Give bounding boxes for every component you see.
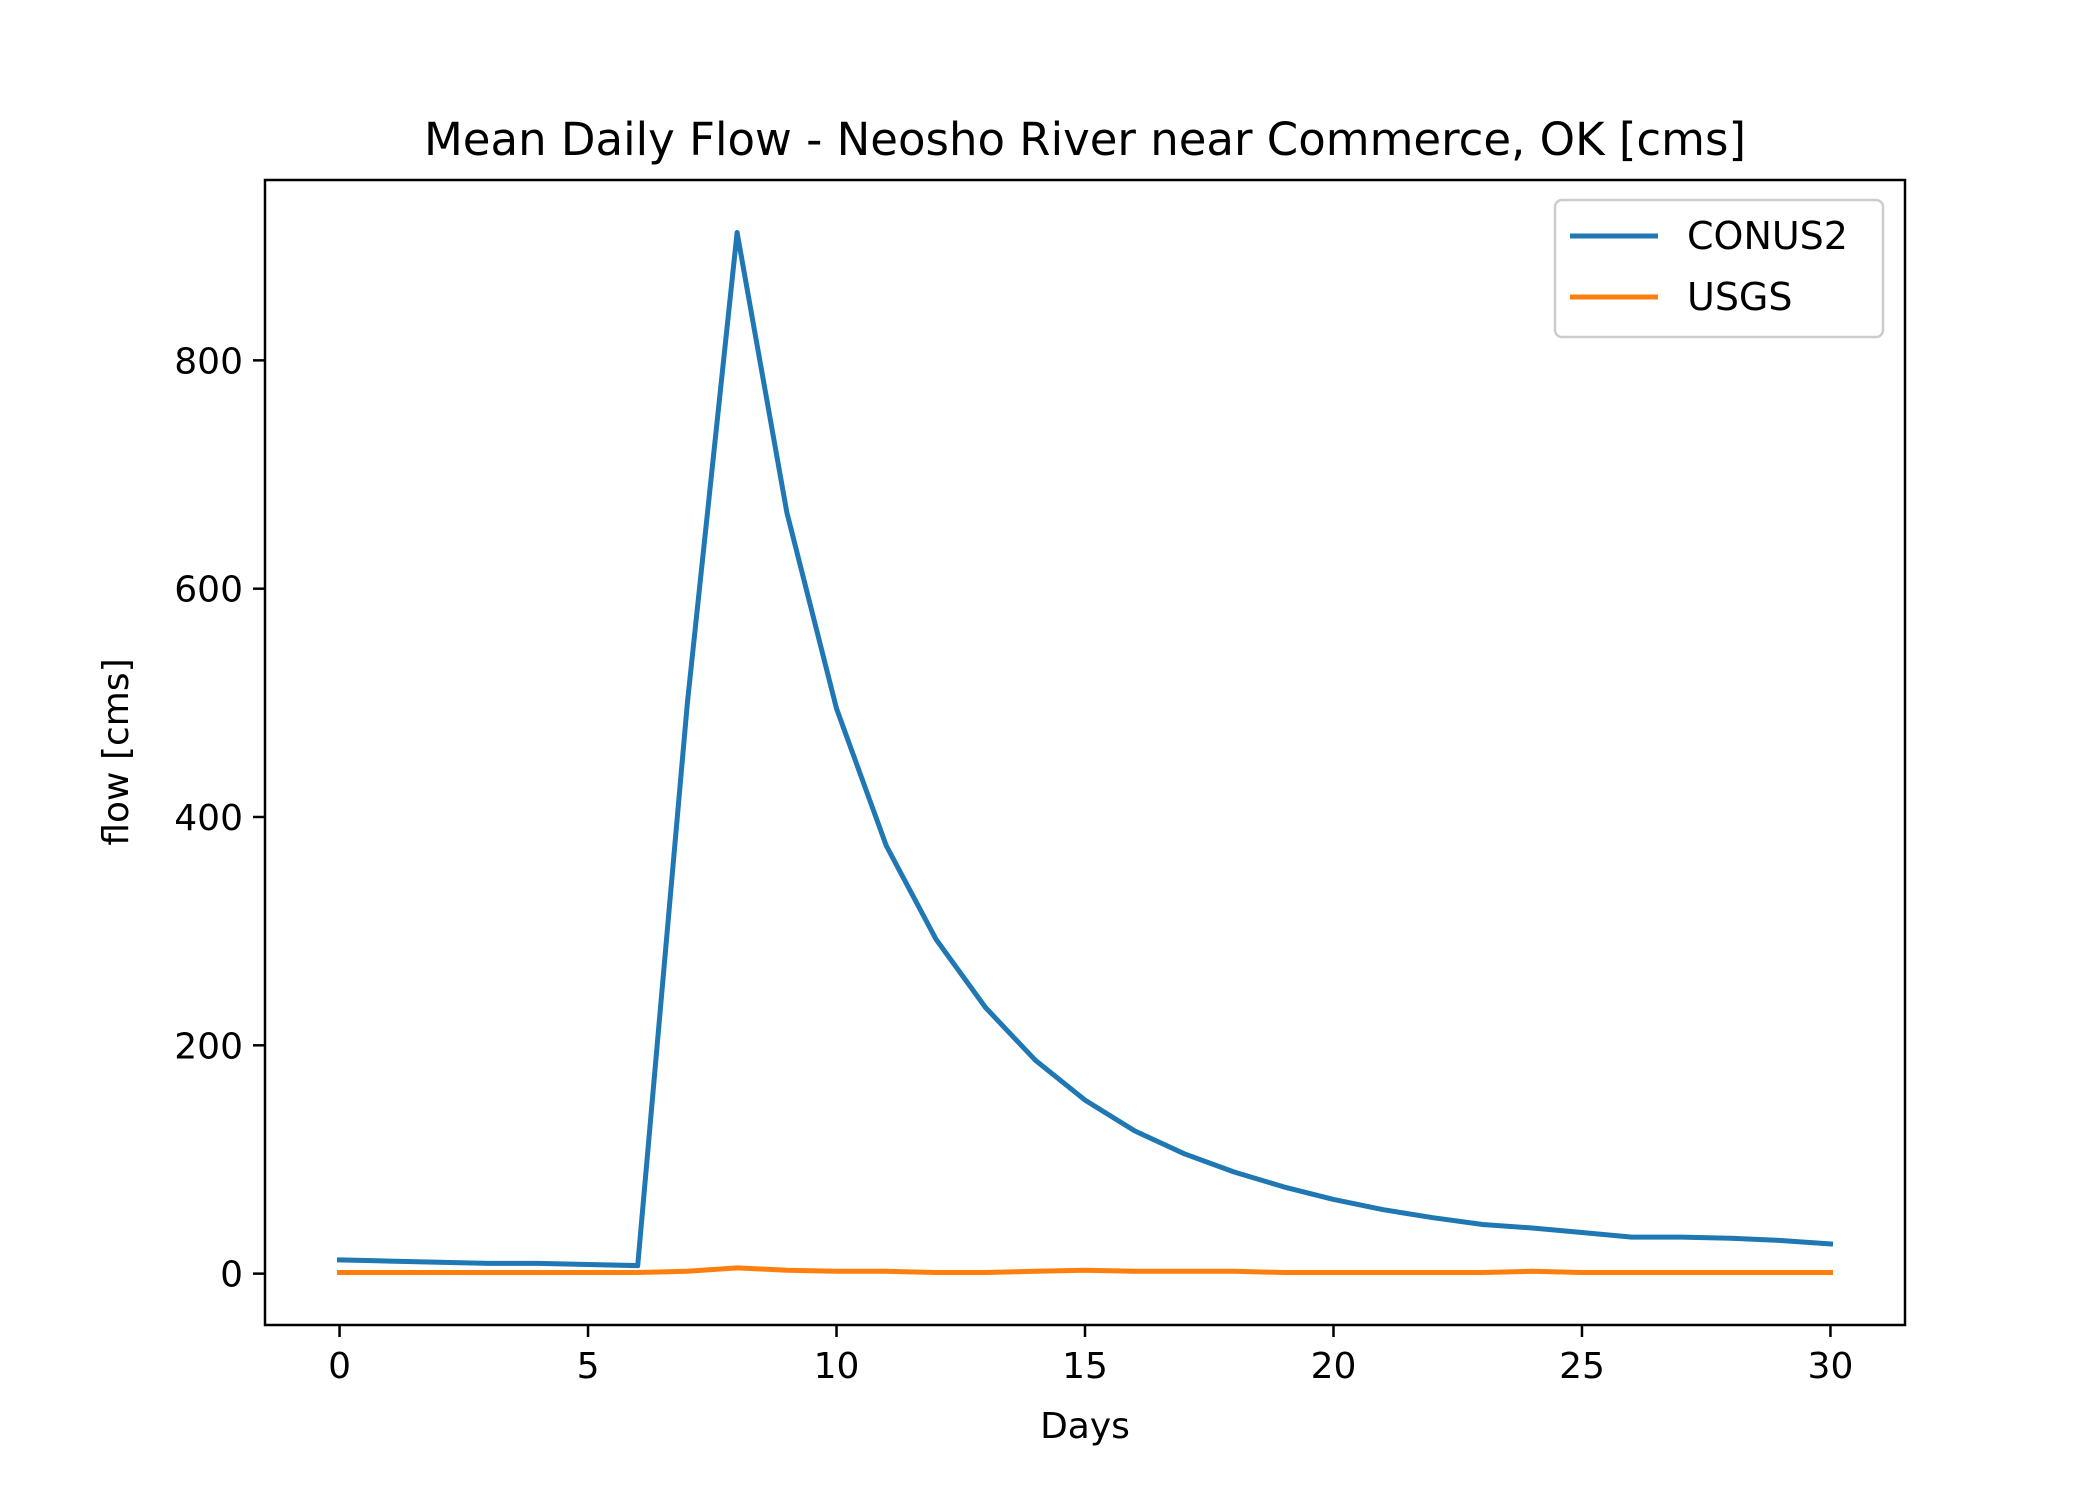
chart-title: Mean Daily Flow - Neosho River near Comm…: [424, 113, 1746, 166]
legend: CONUS2 USGS: [1553, 198, 1885, 339]
x-tick-label: 25: [1559, 1346, 1605, 1387]
x-tick-label: 0: [328, 1346, 351, 1387]
x-tick-label: 30: [1808, 1346, 1854, 1387]
x-tick-label: 5: [577, 1346, 600, 1387]
y-axis-label: flow [cms]: [96, 658, 137, 845]
legend-label-usgs: USGS: [1687, 275, 1793, 319]
x-tick-label: 15: [1062, 1346, 1108, 1387]
y-tick-label: 400: [174, 798, 243, 839]
x-axis: 0 5 10 15 20 25 30: [328, 1325, 1853, 1387]
plot-lines: [336, 230, 1834, 1275]
series-line-usgs: [337, 1265, 1833, 1275]
y-tick-label: 600: [174, 570, 243, 611]
x-tick-label: 20: [1311, 1346, 1357, 1387]
y-tick-label: 800: [174, 341, 243, 382]
y-axis: 0 200 400 600 800: [174, 341, 265, 1296]
y-tick-label: 200: [174, 1026, 243, 1067]
plot-frame: [263, 178, 1907, 1327]
x-axis-label: Days: [1040, 1406, 1130, 1447]
y-tick-label: 0: [220, 1255, 243, 1296]
series-line-conus2: [336, 230, 1834, 1269]
legend-label-conus2: CONUS2: [1687, 214, 1848, 258]
x-tick-label: 10: [814, 1346, 860, 1387]
